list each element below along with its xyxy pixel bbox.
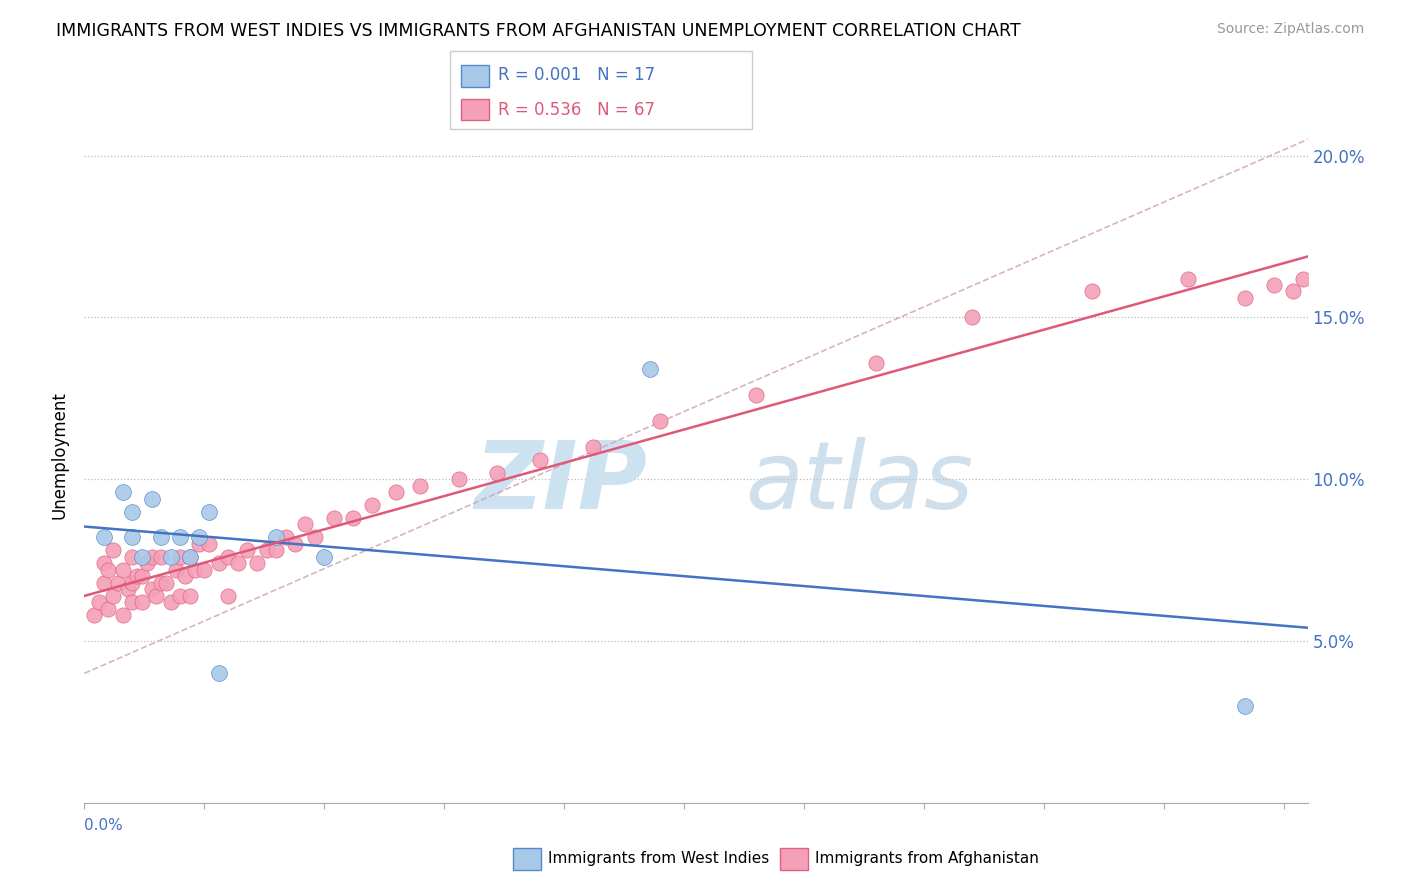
Point	[117, 582, 139, 597]
Point	[342, 511, 364, 525]
Text: atlas: atlas	[745, 437, 973, 528]
Point	[121, 549, 143, 564]
Point	[485, 466, 508, 480]
Point	[165, 563, 187, 577]
Point	[93, 575, 115, 590]
Point	[264, 531, 287, 545]
Point	[87, 595, 110, 609]
Point	[188, 537, 211, 551]
Point	[385, 485, 408, 500]
Point	[208, 557, 231, 571]
Point	[246, 557, 269, 571]
Point	[217, 589, 239, 603]
Point	[121, 595, 143, 609]
Point	[169, 549, 191, 564]
Text: Source: ZipAtlas.com: Source: ZipAtlas.com	[1216, 22, 1364, 37]
Point	[198, 537, 221, 551]
Point	[135, 557, 157, 571]
Point	[198, 504, 221, 518]
Point	[131, 595, 153, 609]
Point	[1234, 291, 1257, 305]
Point	[159, 549, 181, 564]
Point	[150, 575, 173, 590]
Text: R = 0.536   N = 67: R = 0.536 N = 67	[498, 101, 655, 119]
Point	[97, 563, 120, 577]
Point	[174, 569, 197, 583]
Point	[179, 589, 201, 603]
Point	[264, 543, 287, 558]
Text: IMMIGRANTS FROM WEST INDIES VS IMMIGRANTS FROM AFGHANISTAN UNEMPLOYMENT CORRELAT: IMMIGRANTS FROM WEST INDIES VS IMMIGRANT…	[56, 22, 1021, 40]
Text: Immigrants from West Indies: Immigrants from West Indies	[548, 851, 769, 865]
Point	[121, 504, 143, 518]
Point	[179, 549, 201, 564]
Point	[169, 531, 191, 545]
Point	[1177, 271, 1199, 285]
Point	[93, 531, 115, 545]
Point	[1282, 285, 1305, 299]
Point	[111, 563, 134, 577]
Point	[183, 563, 205, 577]
Point	[582, 440, 605, 454]
Point	[127, 569, 149, 583]
Point	[188, 531, 211, 545]
Point	[447, 472, 470, 486]
Point	[101, 589, 124, 603]
Point	[150, 531, 173, 545]
Point	[865, 356, 887, 370]
Point	[304, 531, 326, 545]
Text: ZIP: ZIP	[474, 437, 647, 529]
Point	[145, 589, 167, 603]
Point	[83, 608, 105, 623]
Point	[193, 563, 215, 577]
Point	[529, 452, 551, 467]
Point	[179, 549, 201, 564]
Point	[131, 549, 153, 564]
Y-axis label: Unemployment: Unemployment	[51, 391, 69, 519]
Point	[208, 666, 231, 681]
Text: Immigrants from Afghanistan: Immigrants from Afghanistan	[815, 851, 1039, 865]
Point	[361, 498, 384, 512]
Point	[274, 531, 297, 545]
Point	[121, 575, 143, 590]
Point	[648, 414, 671, 428]
Point	[409, 478, 432, 492]
Point	[284, 537, 307, 551]
Point	[745, 388, 768, 402]
Point	[1234, 698, 1257, 713]
Point	[256, 543, 278, 558]
Point	[169, 589, 191, 603]
Point	[121, 531, 143, 545]
Point	[640, 362, 662, 376]
Point	[1263, 278, 1285, 293]
Point	[107, 575, 129, 590]
Point	[141, 582, 163, 597]
Point	[141, 491, 163, 506]
Point	[131, 569, 153, 583]
Point	[101, 543, 124, 558]
Point	[111, 608, 134, 623]
Point	[314, 549, 336, 564]
Point	[322, 511, 344, 525]
Point	[1292, 271, 1315, 285]
Point	[217, 549, 239, 564]
Text: 0.0%: 0.0%	[84, 818, 124, 833]
Point	[1080, 285, 1102, 299]
Point	[155, 575, 177, 590]
Point	[141, 549, 163, 564]
Point	[159, 595, 181, 609]
Point	[960, 310, 983, 325]
Point	[111, 485, 134, 500]
Text: R = 0.001   N = 17: R = 0.001 N = 17	[498, 66, 655, 84]
Point	[226, 557, 249, 571]
Point	[150, 549, 173, 564]
Point	[236, 543, 259, 558]
Point	[294, 517, 316, 532]
Point	[97, 601, 120, 615]
Point	[93, 557, 115, 571]
